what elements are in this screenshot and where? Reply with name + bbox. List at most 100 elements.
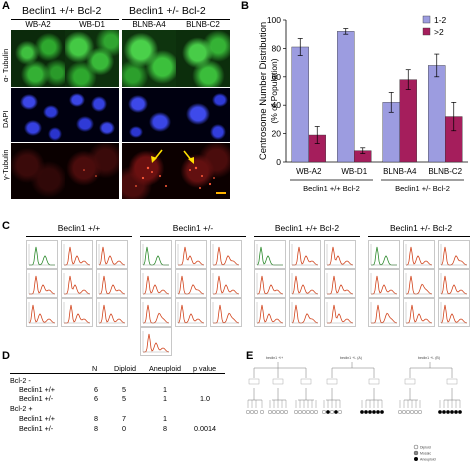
bar-BLNB-C2-low	[428, 65, 446, 163]
flow-histogram-trace	[256, 246, 283, 266]
flow-histogram	[140, 298, 172, 327]
flow-histogram	[289, 269, 321, 298]
panel-d-row2-diploid: 5	[122, 394, 126, 403]
tree-leaf-node	[325, 410, 330, 415]
panel-d-row4-aneuploid: 1	[163, 414, 167, 423]
flow-histogram	[26, 298, 58, 327]
flow-histogram	[61, 240, 93, 269]
legend-aneuploid-label: Aneuploid	[420, 458, 436, 462]
tree-leaf-node	[437, 410, 442, 415]
panel-d-row3-label: Bcl-2 +	[10, 404, 33, 413]
micro-tubulin-wb-d1	[65, 30, 119, 87]
tree-leaf-node	[457, 410, 462, 415]
flow-histogram	[26, 269, 58, 298]
flow-histogram-trace	[440, 246, 468, 266]
panel-a-col-label-1: WB-A2	[25, 20, 51, 29]
flow-histogram-trace	[440, 304, 468, 324]
legend-mosaic-icon	[413, 450, 419, 456]
y-axis-label: Centrosome Number Distribution(% of Popu…	[258, 22, 279, 160]
tree-leaf-node	[309, 410, 314, 415]
flow-histogram	[61, 298, 93, 327]
panel-d-letter: D	[2, 350, 10, 362]
tree-leaf-node	[284, 410, 289, 415]
tree-branch-node	[368, 378, 380, 385]
panel-d-row5-aneuploid: 8	[163, 424, 167, 433]
tree-branch-node	[300, 378, 312, 385]
micro-dapi-blnb-c2	[176, 88, 230, 142]
tree-leaf-node	[276, 410, 281, 415]
panel-e-lineage-trees: beclin1 +/+ beclin1 +/- (A) beclin1 +/- …	[245, 356, 462, 462]
flow-histogram	[210, 240, 242, 269]
tree-leaf-node	[363, 410, 368, 415]
flow-histogram-trace	[64, 246, 91, 266]
micro-tubulin-blnb-c2	[176, 30, 230, 87]
flow-histogram-trace	[292, 246, 319, 266]
tree-leaf-node	[401, 410, 406, 415]
flow-histogram-trace	[29, 246, 55, 266]
flow-histogram	[403, 298, 435, 327]
panel-c-group-label-1: Beclin1 +/+	[57, 223, 101, 233]
flow-histogram	[254, 269, 286, 298]
y-tick-label-3: 60	[272, 72, 282, 82]
panel-c-group-line-3	[254, 236, 360, 237]
flow-histogram-trace	[177, 275, 205, 295]
micro-gamma-wb-d1	[65, 143, 119, 199]
group-label-0: Beclin1 +/+ Bcl-2	[303, 184, 360, 193]
flow-histogram-trace	[327, 246, 354, 266]
tree-branch-node	[248, 378, 260, 385]
tree-leaf-node	[333, 410, 338, 415]
tree-branch-node	[272, 378, 284, 385]
tree-leaf-node	[397, 410, 402, 415]
flow-histogram	[254, 240, 286, 269]
y-tick-label-5: 100	[267, 15, 281, 25]
panel-d-header-pvalue: p value	[193, 364, 217, 373]
legend-diploid-label: Diploid	[420, 446, 431, 450]
panel-d-row4-diploid: 7	[122, 414, 126, 423]
flow-histogram-trace	[142, 246, 169, 266]
flow-histogram-trace	[213, 304, 240, 324]
tree-label-1: beclin1 +/+	[266, 356, 283, 360]
tree-leaf-node	[445, 410, 450, 415]
tree-leaf-node	[449, 410, 454, 415]
tree-leaf-node	[294, 410, 299, 415]
flow-histogram-trace	[213, 275, 240, 295]
flow-histogram-trace	[29, 275, 56, 295]
panel-d-rule	[10, 373, 225, 374]
panel-d-row1-aneuploid: 1	[163, 385, 167, 394]
bar-BLNB-A4-high	[399, 79, 417, 163]
flow-histogram-trace	[213, 246, 240, 266]
legend-swatch-1	[422, 27, 431, 36]
panel-a-col-label-4: BLNB-C2	[186, 20, 220, 29]
x-tick-label-0: WB-A2	[296, 167, 322, 176]
flow-histogram	[61, 269, 93, 298]
panel-d-row5-label: Beclin1 +/-	[19, 424, 54, 433]
panel-c-letter: C	[2, 220, 10, 232]
flow-histogram-trace	[257, 275, 284, 295]
flow-histogram-trace	[327, 304, 354, 324]
flow-histogram	[438, 298, 470, 327]
panel-c-group-line-2	[140, 236, 246, 237]
tree-leaf-node	[417, 410, 422, 415]
tree-leaf-node	[441, 410, 446, 415]
flow-histogram-trace	[257, 304, 284, 324]
error-bar-BLNB-A4-1	[405, 69, 411, 90]
panel-a-group1-label: Beclin1 +/+ Bcl-2	[22, 5, 102, 17]
error-bar-WB-D1-1	[360, 147, 366, 154]
flow-histogram-trace	[406, 246, 433, 266]
flow-histogram-trace	[99, 304, 126, 324]
legend-label-1: >2	[434, 27, 444, 37]
flow-histogram	[403, 240, 435, 269]
panel-d-row2-label: Beclin1 +/-	[19, 394, 54, 403]
flow-histogram	[438, 269, 470, 298]
tree-leaf-node	[260, 410, 265, 415]
flow-histogram-trace	[291, 304, 319, 324]
flow-histogram	[324, 240, 356, 269]
tree-leaf-node	[329, 410, 334, 415]
tree-branch-node	[326, 378, 338, 385]
y-tick-label-1: 20	[272, 129, 282, 139]
flow-histogram-trace	[143, 275, 170, 295]
micro-dapi-wb-d1	[65, 88, 119, 142]
panel-c-group-label-3: Beclin1 +/+ Bcl-2	[274, 223, 340, 233]
flow-histogram-trace	[178, 246, 205, 266]
tree-leaf-node	[337, 410, 342, 415]
